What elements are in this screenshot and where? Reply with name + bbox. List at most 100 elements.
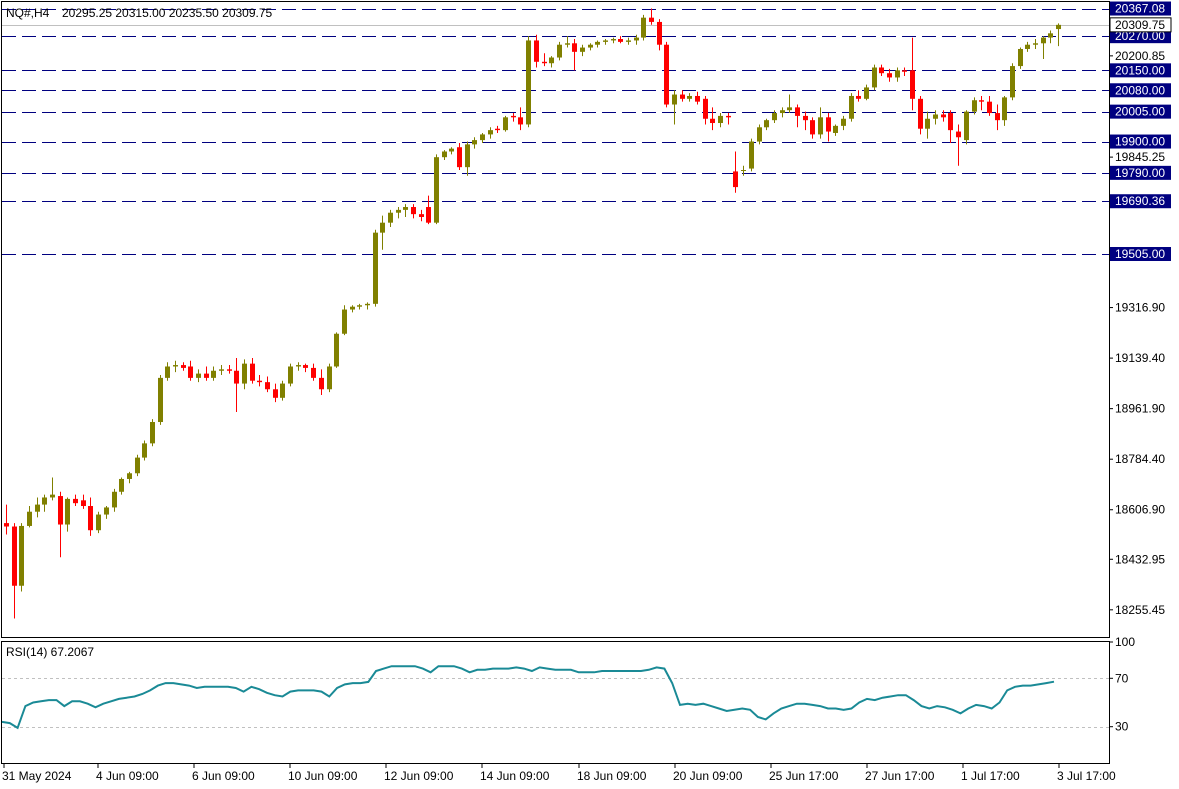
candle — [273, 383, 278, 403]
candle — [649, 8, 654, 25]
candle — [442, 150, 447, 161]
candle — [879, 64, 884, 77]
level-price-label: 20270.00 — [1110, 29, 1171, 44]
candle — [1056, 23, 1061, 47]
svg-text:20367.08: 20367.08 — [1115, 2, 1165, 16]
candle — [611, 37, 616, 44]
candle — [357, 303, 362, 310]
candle — [902, 67, 907, 77]
candle — [219, 365, 224, 376]
candle — [303, 363, 308, 373]
candle — [19, 523, 24, 592]
candle — [242, 359, 247, 390]
candle — [426, 195, 431, 225]
candle — [833, 124, 838, 136]
candle — [142, 440, 147, 461]
time-tick-label: 25 Jun 17:00 — [769, 769, 839, 783]
candle — [710, 107, 715, 131]
candle — [672, 90, 677, 125]
candle — [856, 90, 861, 102]
time-tick-label: 14 Jun 09:00 — [480, 769, 550, 783]
level-price-label: 19900.00 — [1110, 134, 1171, 149]
candle — [1048, 30, 1053, 44]
rsi-axis: 100 70 30 — [1109, 635, 1135, 734]
candle — [580, 44, 585, 57]
candle — [749, 138, 754, 172]
candle — [511, 113, 516, 122]
candle — [810, 117, 815, 139]
candle — [864, 84, 869, 101]
candle — [1025, 41, 1030, 52]
candle — [995, 104, 1000, 131]
candle — [419, 209, 424, 222]
rsi-line — [1, 665, 1055, 730]
candle — [12, 523, 17, 619]
rsi-indicator — [1, 665, 1109, 730]
candle — [280, 380, 285, 401]
candle — [872, 64, 877, 91]
candle — [741, 165, 746, 176]
candle — [1033, 39, 1038, 49]
support-resistance-levels — [2, 9, 1109, 255]
candle — [979, 95, 984, 111]
candle — [634, 34, 639, 45]
candle — [342, 305, 347, 336]
price-tick-label: 20200.85 — [1115, 49, 1165, 63]
level-price-label: 20080.00 — [1110, 83, 1171, 98]
candle — [664, 41, 669, 108]
svg-text:20150.00: 20150.00 — [1115, 63, 1165, 77]
candle — [703, 95, 708, 125]
candle — [987, 95, 992, 116]
time-tick-label: 4 Jun 09:00 — [96, 769, 159, 783]
candle — [480, 132, 485, 143]
candle — [495, 125, 500, 133]
candle — [373, 229, 378, 307]
candle — [948, 110, 953, 143]
candle — [549, 56, 554, 68]
time-tick-label: 1 Jul 17:00 — [961, 769, 1020, 783]
price-axis: 20200.85 19845.25 19316.90 19139.40 18961.90… — [1109, 49, 1165, 617]
candle — [733, 151, 738, 193]
candle — [165, 362, 170, 381]
svg-text:19690.36: 19690.36 — [1115, 194, 1165, 208]
svg-text:19790.00: 19790.00 — [1115, 166, 1165, 180]
svg-text:19900.00: 19900.00 — [1115, 135, 1165, 149]
time-tick-label: 6 Jun 09:00 — [192, 769, 255, 783]
candle — [718, 113, 723, 128]
candle — [918, 95, 923, 135]
candle — [211, 366, 216, 381]
candle — [35, 497, 40, 518]
candle — [557, 41, 562, 61]
candle — [403, 204, 408, 217]
candle — [104, 506, 109, 519]
candle — [1018, 47, 1023, 69]
candle — [887, 68, 892, 82]
candle — [58, 491, 63, 558]
rsi-tick-label: 100 — [1115, 635, 1135, 649]
price-tick-label: 19316.90 — [1115, 301, 1165, 315]
candle — [334, 332, 339, 368]
ohlc-readout: 20295.25 20315.00 20235.50 20309.75 — [62, 6, 273, 20]
level-price-label: 19790.00 — [1110, 165, 1171, 180]
candle — [96, 511, 101, 534]
candle — [181, 362, 186, 371]
candle — [618, 36, 623, 44]
time-tick-label: 3 Jul 17:00 — [1057, 769, 1116, 783]
candle — [772, 110, 777, 124]
candle — [1002, 95, 1007, 126]
candle — [695, 91, 700, 105]
candle — [250, 357, 255, 384]
candle — [112, 488, 117, 512]
candle — [257, 375, 262, 387]
candle — [188, 360, 193, 381]
candle — [818, 107, 823, 139]
candle — [972, 97, 977, 115]
rsi-panel-frame — [1, 641, 1110, 764]
price-tick-label: 18432.95 — [1115, 552, 1165, 566]
candle — [687, 93, 692, 102]
svg-text:20080.00: 20080.00 — [1115, 83, 1165, 97]
rsi-label: RSI(14) 67.2067 — [6, 645, 94, 659]
price-tick-label: 19845.25 — [1115, 150, 1165, 164]
candle — [288, 363, 293, 387]
